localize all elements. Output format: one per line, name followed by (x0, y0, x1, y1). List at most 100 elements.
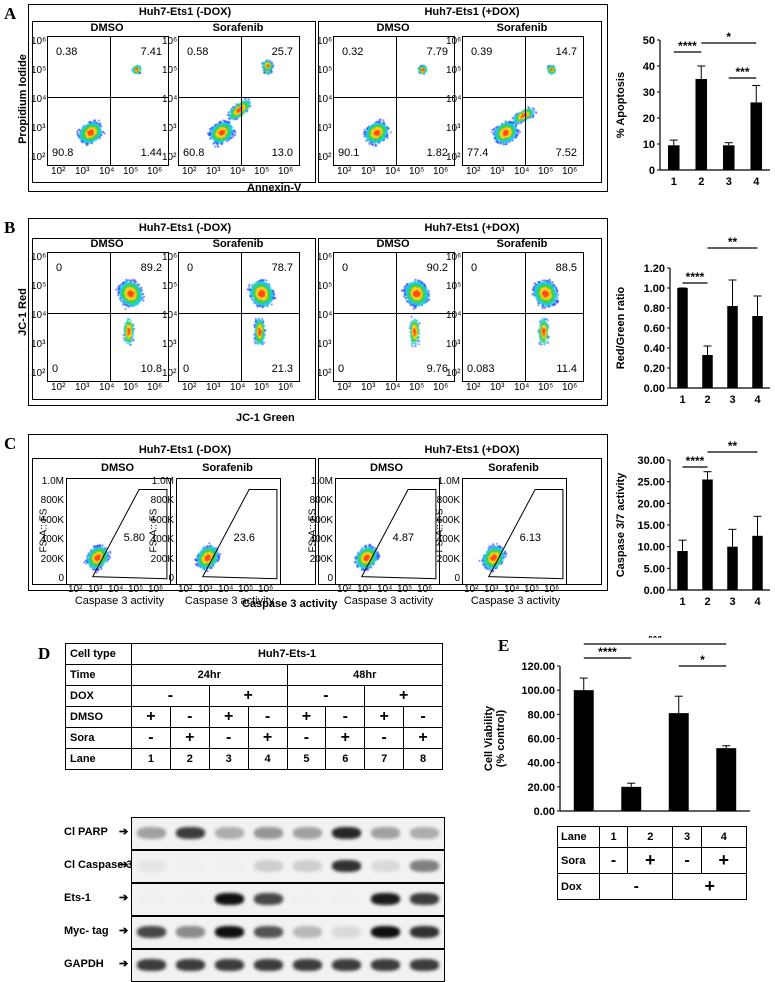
b-quadrant-hline-2 (179, 313, 299, 315)
a-quadrant-vline-3 (396, 37, 398, 165)
c-xtick-3-3: 10⁴ (377, 584, 393, 595)
row-dox: DOX - + - + (65, 685, 443, 707)
dox-value-3: - (286, 685, 366, 707)
e-lane-label: Lane (557, 826, 600, 848)
c-xtick-4-3: 10⁴ (504, 584, 520, 595)
c-x-title-2: Caspase 3 activity (184, 595, 275, 607)
b-ytick-1-3: 10⁴ (31, 310, 47, 321)
b-plot-title-3: DMSO (376, 238, 410, 250)
c-density-scatter-4 (463, 479, 566, 584)
blot-5 (131, 949, 445, 982)
c-gate-svg-2 (201, 489, 278, 580)
B-category-2: 2 (704, 394, 710, 406)
a-q-upper-right-3: 7.79 (426, 46, 448, 58)
E-ytick-label-1: 0.00 (534, 806, 555, 818)
C-ytick-label-7: 30.00 (637, 455, 665, 467)
a-xtick-2-3: 10⁴ (230, 166, 246, 177)
c-xtick-2-3: 10⁴ (218, 584, 234, 595)
a-q-lower-right-3: 1.82 (426, 147, 448, 159)
c-ytick-1-1: 1.0M (41, 476, 64, 487)
panel-c-x-title-outer: Caspase 3 activity (242, 598, 338, 610)
c-ytick-2-4: 400K (150, 534, 174, 546)
c-ytick-3-4: 400K (309, 534, 333, 546)
blot-1-band-6 (331, 827, 362, 840)
blot-1-band-8 (409, 827, 440, 840)
a-xtick-3-3: 10⁴ (385, 166, 401, 177)
c-xtick-3-5: 10⁶ (417, 584, 433, 595)
panel-b-group-2: Huh7-Ets1 (+DOX) (424, 222, 520, 234)
e-row-dox: Dox - + (557, 873, 747, 900)
b-density-scatter-1 (48, 253, 168, 381)
b-xtick-2-1: 10² (182, 382, 197, 393)
a-xtick-3-2: 10³ (361, 166, 376, 177)
c-y-title-2: FS-A:: FS (148, 508, 160, 552)
a-density-scatter-4 (463, 37, 583, 165)
b-xtick-1-2: 10³ (75, 382, 90, 393)
a-xtick-1-3: 10⁴ (99, 166, 115, 177)
e-dox-label: Dox (557, 873, 600, 900)
a-plot-title-3: DMSO (376, 22, 410, 34)
b-xtick-1-3: 10⁴ (99, 382, 115, 393)
b-xtick-3-4: 10⁵ (409, 382, 425, 393)
b-xtick-2-4: 10⁵ (254, 382, 270, 393)
blot-4-band-4 (253, 926, 284, 939)
e-dox-2: + (672, 873, 747, 900)
a-ytick-3-4: 10³ (317, 123, 332, 134)
blot-3-band-1 (136, 893, 167, 906)
lane-label: Lane (65, 748, 132, 770)
E-ylabel-line-1: Cell Viability (483, 705, 495, 771)
blot-2 (131, 850, 445, 883)
b-flow-plot-3: 0 90.2 0 9.76 (333, 252, 455, 382)
blot-3-band-3 (214, 893, 245, 906)
E-ylabel-line-2: (% control) (495, 709, 507, 767)
c-plot-title-3: DMSO (370, 462, 403, 474)
time-48hr: 48hr (286, 664, 443, 686)
C-sig-label-1: **** (686, 454, 705, 468)
blot-5-band-6 (331, 959, 362, 972)
panel-a-group-2-frame (318, 21, 602, 183)
a-xtick-4-4: 10⁵ (538, 166, 554, 177)
dmso-lane-7: + (364, 706, 405, 728)
blot-arrow-2: ➔ (119, 859, 129, 871)
c-y-title-3: FS-A:: FS (307, 508, 319, 552)
b-plot-title-2: Sorafenib (212, 238, 264, 250)
A-sig-label-2: * (726, 30, 731, 44)
A-category-4: 4 (753, 176, 760, 188)
a-xtick-2-4: 10⁵ (254, 166, 270, 177)
row-time: Time 24hr 48hr (65, 664, 443, 686)
c-gate-polygon-4 (487, 489, 564, 580)
b-ytick-1-4: 10³ (31, 339, 46, 350)
c-ytick-4-3: 600K (436, 514, 460, 526)
a-quadrant-hline-4 (463, 97, 583, 99)
b-q-lower-left-2: 0 (183, 363, 190, 375)
c-ytick-2-2: 800K (150, 495, 174, 507)
a-q-upper-left-1: 0.38 (56, 46, 78, 58)
E-sig-label-3: * (700, 653, 705, 667)
b-q-lower-left-3: 0 (338, 363, 345, 375)
B-ytick-label-7: 1.20 (644, 263, 665, 275)
a-q-upper-right-2: 25.7 (271, 46, 293, 58)
E-sig-label-1: **** (598, 645, 617, 659)
c-gate-polygon-1 (91, 489, 168, 580)
blot-3-band-7 (370, 893, 401, 906)
A-category-1: 1 (671, 176, 677, 188)
B-ylabel: Red/Green ratio (615, 286, 627, 369)
cell-type-label: Cell type (65, 643, 132, 665)
c-gate-value-3: 4.87 (392, 531, 415, 544)
c-ytick-4-6: 0 (454, 573, 460, 584)
dmso-label: DMSO (65, 706, 132, 728)
panel-e-bar-chart: Cell Viability (% control) 0.00 20.00 40.00 6… (483, 636, 750, 818)
c-ytick-4-1: 1.0M (437, 476, 460, 487)
B-ytick-label-2: 0.20 (644, 363, 665, 375)
b-density-scatter-4 (463, 253, 583, 381)
a-q-upper-left-3: 0.32 (342, 46, 364, 58)
a-q-upper-left-2: 0.58 (187, 46, 209, 58)
b-flow-plot-1: 0 89.2 0 10.8 (47, 252, 169, 382)
C-sig-label-2: ** (728, 439, 738, 453)
b-q-upper-right-1: 89.2 (140, 262, 162, 274)
e-lane-4: 4 (700, 826, 748, 848)
panel-b-group-1: Huh7-Ets1 (-DOX) (138, 222, 232, 234)
a-xtick-4-1: 10² (466, 166, 481, 177)
b-xtick-4-3: 10⁴ (514, 382, 530, 393)
